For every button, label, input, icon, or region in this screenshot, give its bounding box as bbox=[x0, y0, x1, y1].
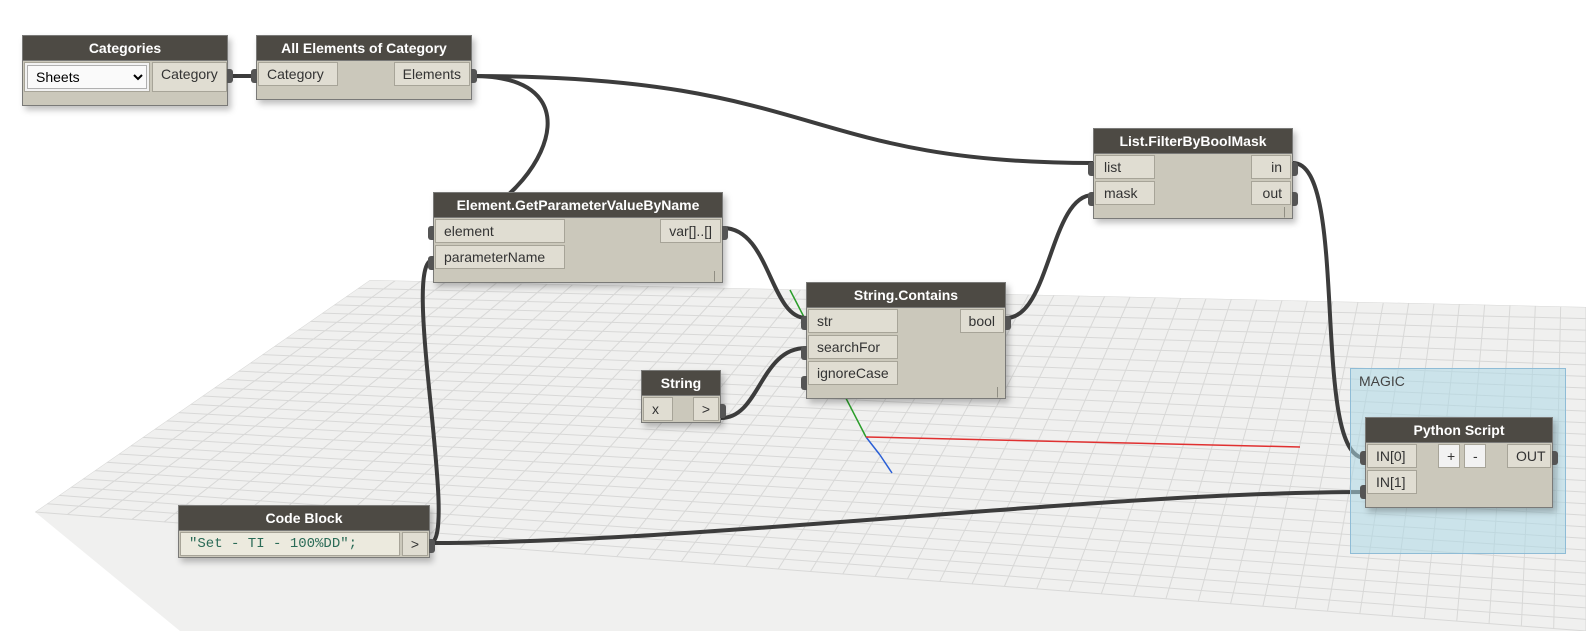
port-in-ignorecase[interactable]: ignoreCase bbox=[808, 361, 898, 385]
connector-in[interactable] bbox=[801, 316, 807, 330]
connector-in[interactable] bbox=[801, 346, 807, 360]
port-in-parameter-name[interactable]: parameterName bbox=[435, 245, 565, 269]
node-title: List.FilterByBoolMask bbox=[1094, 129, 1292, 154]
connector-in[interactable] bbox=[1088, 162, 1094, 176]
node-title: All Elements of Category bbox=[257, 36, 471, 61]
connector-out[interactable] bbox=[471, 69, 477, 83]
connector-in[interactable] bbox=[1088, 192, 1094, 206]
graph-canvas[interactable]: MAGIC Categories Sheets Category All Ele… bbox=[0, 0, 1586, 631]
node-title: Python Script bbox=[1366, 418, 1552, 443]
categories-dropdown[interactable]: Sheets bbox=[27, 65, 147, 89]
port-in-0[interactable]: IN[0] bbox=[1367, 444, 1417, 468]
port-in-x[interactable]: x bbox=[643, 397, 673, 421]
node-title: String.Contains bbox=[807, 283, 1005, 308]
port-out-out[interactable]: out bbox=[1251, 181, 1291, 205]
node-title: String bbox=[642, 371, 720, 396]
connector-out[interactable] bbox=[227, 69, 233, 83]
port-in-mask[interactable]: mask bbox=[1095, 181, 1155, 205]
connector-in[interactable] bbox=[1360, 485, 1366, 499]
connector-out[interactable] bbox=[1292, 192, 1298, 206]
connector-in[interactable] bbox=[428, 226, 434, 240]
port-out[interactable]: OUT bbox=[1507, 444, 1551, 468]
connector-in[interactable] bbox=[1360, 451, 1366, 465]
group-label: MAGIC bbox=[1351, 369, 1565, 393]
node-categories[interactable]: Categories Sheets Category bbox=[22, 35, 228, 106]
connector-out[interactable] bbox=[429, 539, 435, 553]
node-title: Code Block bbox=[179, 506, 429, 531]
port-in-str[interactable]: str bbox=[808, 309, 898, 333]
port-in-1[interactable]: IN[1] bbox=[1367, 470, 1417, 494]
connector-out[interactable] bbox=[720, 404, 726, 418]
port-in-category[interactable]: Category bbox=[258, 62, 338, 86]
node-code-block[interactable]: Code Block "Set - TI - 100%DD"; > bbox=[178, 505, 430, 558]
connector-out[interactable] bbox=[1005, 316, 1011, 330]
remove-port-button[interactable]: - bbox=[1464, 444, 1486, 468]
port-out-in[interactable]: in bbox=[1251, 155, 1291, 179]
connector-in[interactable] bbox=[251, 69, 257, 83]
port-out-var[interactable]: var[]..[] bbox=[660, 219, 721, 243]
connector-out[interactable] bbox=[1552, 451, 1558, 465]
connector-out[interactable] bbox=[1292, 162, 1298, 176]
node-string-contains[interactable]: String.Contains str bool searchFor ignor… bbox=[806, 282, 1006, 399]
node-string[interactable]: String x > bbox=[641, 370, 721, 423]
port-in-element[interactable]: element bbox=[435, 219, 565, 243]
node-all-elements-of-category[interactable]: All Elements of Category Category Elemen… bbox=[256, 35, 472, 100]
connector-out[interactable] bbox=[722, 226, 728, 240]
add-port-button[interactable]: + bbox=[1438, 444, 1460, 468]
node-filter-by-bool-mask[interactable]: List.FilterByBoolMask list in mask out | bbox=[1093, 128, 1293, 219]
port-out-elements[interactable]: Elements bbox=[394, 62, 470, 86]
node-title: Categories bbox=[23, 36, 227, 61]
code-text[interactable]: "Set - TI - 100%DD"; bbox=[180, 532, 400, 556]
port-out[interactable]: > bbox=[693, 397, 719, 421]
node-title: Element.GetParameterValueByName bbox=[434, 193, 722, 218]
port-in-searchfor[interactable]: searchFor bbox=[808, 335, 898, 359]
connector-in[interactable] bbox=[428, 256, 434, 270]
port-in-list[interactable]: list bbox=[1095, 155, 1155, 179]
port-out[interactable]: > bbox=[402, 532, 428, 556]
node-python-script[interactable]: Python Script IN[0] + - OUT IN[1] bbox=[1365, 417, 1553, 508]
connector-in[interactable] bbox=[801, 376, 807, 390]
port-out-category[interactable]: Category bbox=[152, 62, 227, 92]
node-get-parameter-value-by-name[interactable]: Element.GetParameterValueByName element … bbox=[433, 192, 723, 283]
port-out-bool[interactable]: bool bbox=[960, 309, 1004, 333]
